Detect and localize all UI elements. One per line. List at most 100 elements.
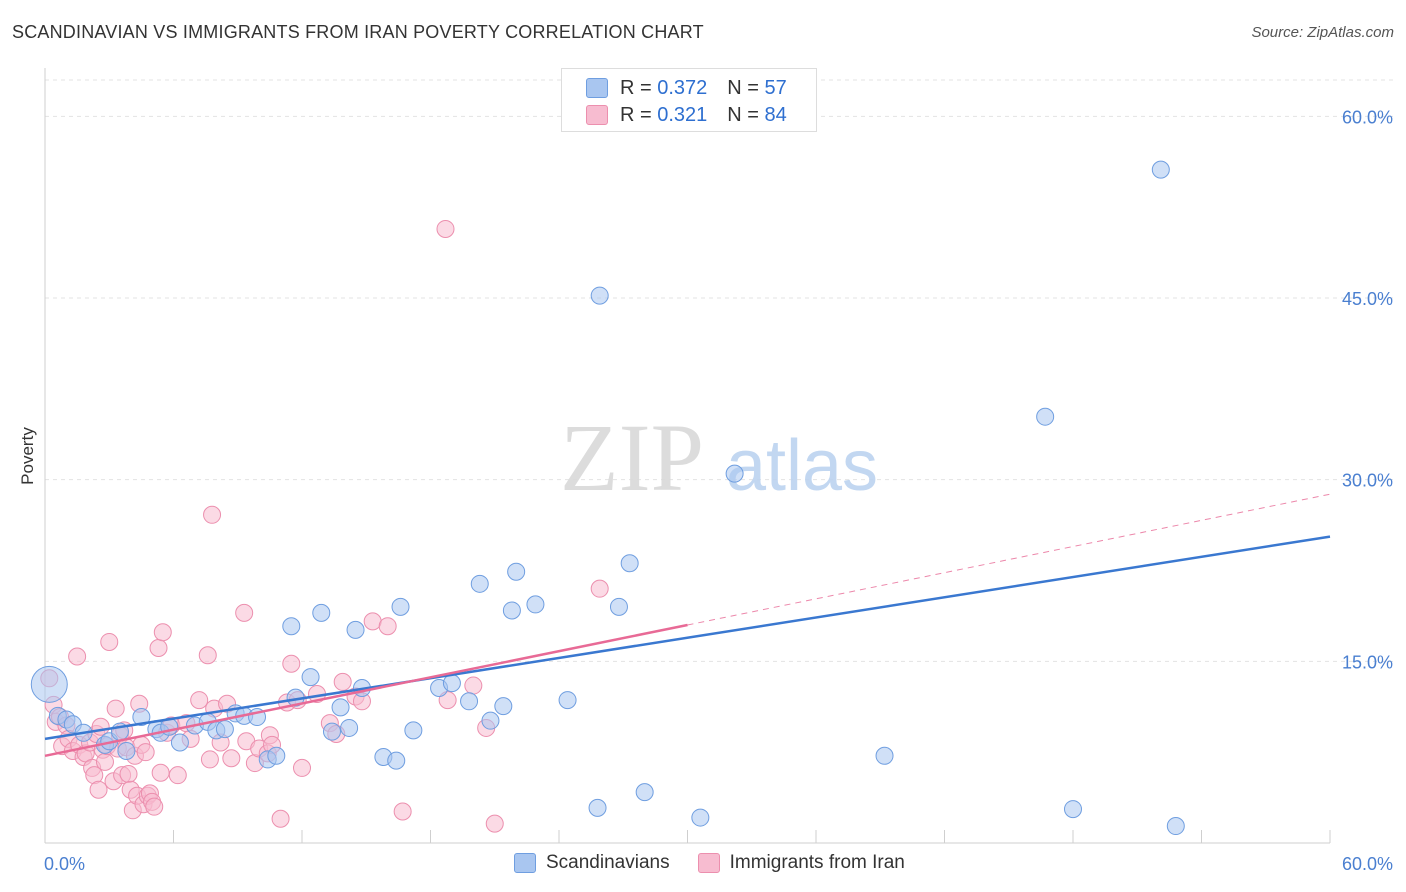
data-point-scandinavians bbox=[215, 720, 234, 739]
data-point-iran bbox=[378, 617, 397, 636]
y-tick-label: 30.0% bbox=[1342, 471, 1393, 491]
data-point-iran bbox=[89, 780, 108, 799]
data-point-iran bbox=[393, 802, 412, 821]
data-point-scandinavians bbox=[117, 741, 136, 760]
data-point-iran bbox=[590, 579, 609, 598]
data-point-scandinavians bbox=[322, 722, 341, 741]
data-point-iran bbox=[464, 676, 483, 695]
data-point-iran bbox=[95, 752, 114, 771]
data-point-scandinavians bbox=[470, 574, 489, 593]
data-point-iran bbox=[149, 639, 168, 658]
y-tick-label: 15.0% bbox=[1342, 652, 1393, 672]
data-point-scandinavians bbox=[404, 721, 423, 740]
trend-line-scandinavians bbox=[44, 535, 1331, 741]
data-point-iran bbox=[333, 672, 352, 691]
y-tick-label: 60.0% bbox=[1342, 107, 1393, 127]
data-point-iran bbox=[190, 691, 209, 710]
series-legend-label: Scandinavians bbox=[546, 852, 670, 873]
data-point-scandinavians bbox=[875, 746, 894, 765]
data-point-iran bbox=[198, 646, 217, 665]
legend-swatch-iran bbox=[586, 105, 608, 125]
data-point-iran bbox=[235, 603, 254, 622]
data-point-iran bbox=[271, 809, 290, 828]
legend-r-value: 0.372 bbox=[657, 76, 708, 99]
data-point-iran bbox=[119, 764, 138, 783]
data-point-scandinavians bbox=[132, 708, 151, 727]
source-label: Source: ZipAtlas.com bbox=[1251, 24, 1394, 41]
data-point-scandinavians bbox=[1151, 160, 1170, 179]
data-point-iran bbox=[282, 654, 301, 673]
data-point-iran bbox=[168, 766, 187, 785]
data-point-scandinavians bbox=[387, 751, 406, 770]
legend-r-value: 0.321 bbox=[657, 103, 708, 126]
legend-row-scandinavians: R = 0.372 N = 57 bbox=[586, 76, 787, 100]
series-legend-item-scandinavians[interactable]: Scandinavians bbox=[514, 852, 670, 874]
data-point-scandinavians bbox=[691, 808, 710, 827]
data-point-scandinavians bbox=[340, 718, 359, 737]
data-point-iran bbox=[363, 612, 382, 631]
y-axis-label: Poverty bbox=[18, 427, 37, 485]
data-point-iran bbox=[151, 763, 170, 782]
data-point-scandinavians bbox=[331, 698, 350, 717]
watermark-atlas: atlas bbox=[726, 426, 878, 506]
data-point-iran bbox=[136, 743, 155, 762]
data-point-scandinavians bbox=[494, 697, 513, 716]
data-point-iran bbox=[200, 750, 219, 769]
x-tick-label: 60.0% bbox=[1342, 854, 1393, 874]
data-point-scandinavians bbox=[502, 601, 521, 620]
data-point-scandinavians bbox=[1166, 817, 1185, 836]
data-point-scandinavians bbox=[481, 711, 500, 730]
series-legend-item-iran[interactable]: Immigrants from Iran bbox=[697, 852, 905, 874]
data-point-scandinavians bbox=[609, 597, 628, 616]
data-point-scandinavians bbox=[346, 620, 365, 639]
data-point-scandinavians bbox=[558, 691, 577, 710]
data-point-scandinavians bbox=[507, 562, 526, 581]
data-point-iran bbox=[153, 623, 172, 642]
data-point-scandinavians bbox=[30, 665, 68, 703]
correlation-legend: R = 0.372 N = 57 R = 0.321 N = 84 bbox=[561, 68, 817, 132]
data-point-scandinavians bbox=[588, 798, 607, 817]
legend-swatch-iran bbox=[697, 853, 720, 873]
trend-line-iran-extrapolated bbox=[687, 493, 1331, 626]
legend-swatch-scandinavians bbox=[514, 853, 536, 873]
gridlines bbox=[45, 79, 1394, 662]
trend-lines bbox=[44, 493, 1331, 758]
watermark-zip: ZIP bbox=[560, 404, 704, 511]
legend-row-iran: R = 0.321 N = 84 bbox=[586, 103, 787, 127]
data-point-iran bbox=[203, 505, 222, 524]
data-point-scandinavians bbox=[620, 554, 639, 573]
x-tick-label: 0.0% bbox=[44, 854, 85, 874]
data-point-scandinavians bbox=[442, 674, 461, 693]
data-point-iran bbox=[222, 749, 241, 768]
series-legend: Scandinavians Immigrants from Iran bbox=[514, 852, 933, 874]
data-point-iran bbox=[436, 219, 455, 238]
legend-r-label: R = bbox=[620, 103, 652, 126]
legend-n-value: 57 bbox=[764, 76, 787, 99]
data-point-scandinavians bbox=[301, 668, 320, 687]
legend-n-label: N = bbox=[727, 76, 759, 99]
data-point-scandinavians bbox=[282, 617, 301, 636]
data-point-iran bbox=[145, 797, 164, 816]
data-point-scandinavians bbox=[460, 692, 479, 711]
legend-swatch-scandinavians bbox=[586, 78, 608, 98]
y-tick-label: 45.0% bbox=[1342, 289, 1393, 309]
tick-labels: 15.0% 30.0% 45.0% 60.0% 0.0% 60.0% bbox=[44, 107, 1393, 874]
data-point-scandinavians bbox=[635, 783, 654, 802]
data-point-scandinavians bbox=[312, 603, 331, 622]
data-point-scandinavians bbox=[391, 597, 410, 616]
axes bbox=[44, 68, 1331, 844]
legend-n-value: 84 bbox=[764, 103, 787, 126]
watermark: ZIP atlas bbox=[560, 404, 878, 511]
data-point-iran bbox=[106, 699, 125, 718]
chart-title: SCANDINAVIAN VS IMMIGRANTS FROM IRAN POV… bbox=[12, 22, 704, 42]
data-point-scandinavians bbox=[725, 464, 744, 483]
data-point-iran bbox=[68, 647, 87, 666]
legend-n-label: N = bbox=[727, 103, 759, 126]
data-point-iran bbox=[485, 814, 504, 833]
trend-line-iran bbox=[44, 623, 688, 758]
data-point-scandinavians bbox=[1064, 800, 1082, 819]
data-point-iran bbox=[293, 758, 311, 777]
data-point-scandinavians bbox=[526, 595, 545, 614]
data-point-scandinavians bbox=[1036, 407, 1055, 426]
